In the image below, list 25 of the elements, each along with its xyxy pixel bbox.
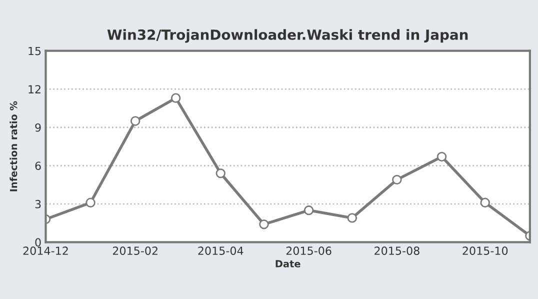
- y-axis-title: Infection ratio %: [10, 101, 18, 192]
- x-tick-label: 2015-06: [286, 246, 332, 255]
- point: [170, 93, 181, 103]
- y-tick-label: 3: [35, 200, 41, 208]
- point: [304, 205, 314, 216]
- chart-title: Win32/TrojanDownloader.Waski trend in Japan: [107, 29, 468, 43]
- x-axis-title: Date: [276, 260, 300, 268]
- point: [436, 152, 447, 162]
- point: [130, 116, 140, 126]
- x-tick-label: 2015-08: [374, 246, 420, 255]
- point: [392, 174, 402, 185]
- y-tick-label: 9: [35, 123, 41, 132]
- point: [480, 198, 490, 208]
- y-tick-label: 12: [28, 85, 40, 94]
- point: [216, 168, 226, 178]
- point: [86, 198, 96, 208]
- x-tick-label: 2015-02: [112, 246, 158, 255]
- point: [259, 219, 269, 230]
- y-tick-label: 6: [35, 162, 41, 170]
- point: [347, 213, 358, 223]
- x-tick-label: 2014-12: [23, 246, 68, 255]
- y-tick-label: 15: [28, 46, 41, 56]
- x-tick-label: 2015-10: [462, 246, 508, 255]
- y-tick-label: 0: [35, 238, 41, 247]
- x-tick-label: 2015-04: [198, 246, 244, 255]
